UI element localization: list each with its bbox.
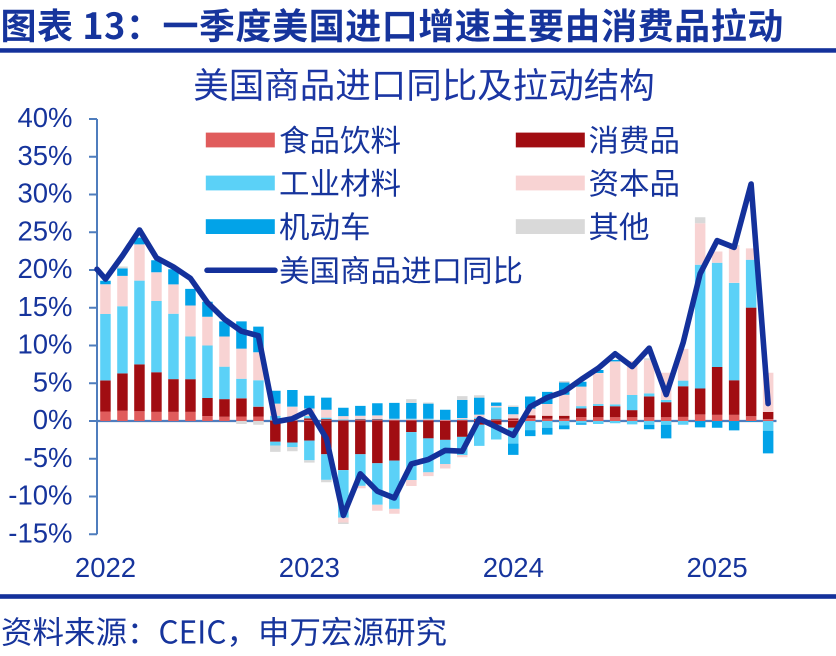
svg-text:2023: 2023 xyxy=(279,552,340,583)
svg-text:10%: 10% xyxy=(17,329,72,360)
svg-text:2024: 2024 xyxy=(483,552,544,583)
svg-text:-5%: -5% xyxy=(24,442,73,473)
svg-text:25%: 25% xyxy=(17,216,72,247)
svg-text:30%: 30% xyxy=(17,178,72,209)
svg-text:0%: 0% xyxy=(33,404,73,435)
svg-text:35%: 35% xyxy=(17,140,72,171)
svg-text:40%: 40% xyxy=(17,102,72,133)
svg-text:15%: 15% xyxy=(17,291,72,322)
svg-text:20%: 20% xyxy=(17,253,72,284)
svg-text:-10%: -10% xyxy=(8,480,72,511)
svg-text:2025: 2025 xyxy=(687,552,748,583)
svg-text:-15%: -15% xyxy=(8,517,72,548)
svg-text:5%: 5% xyxy=(33,367,73,398)
svg-text:2022: 2022 xyxy=(75,552,136,583)
